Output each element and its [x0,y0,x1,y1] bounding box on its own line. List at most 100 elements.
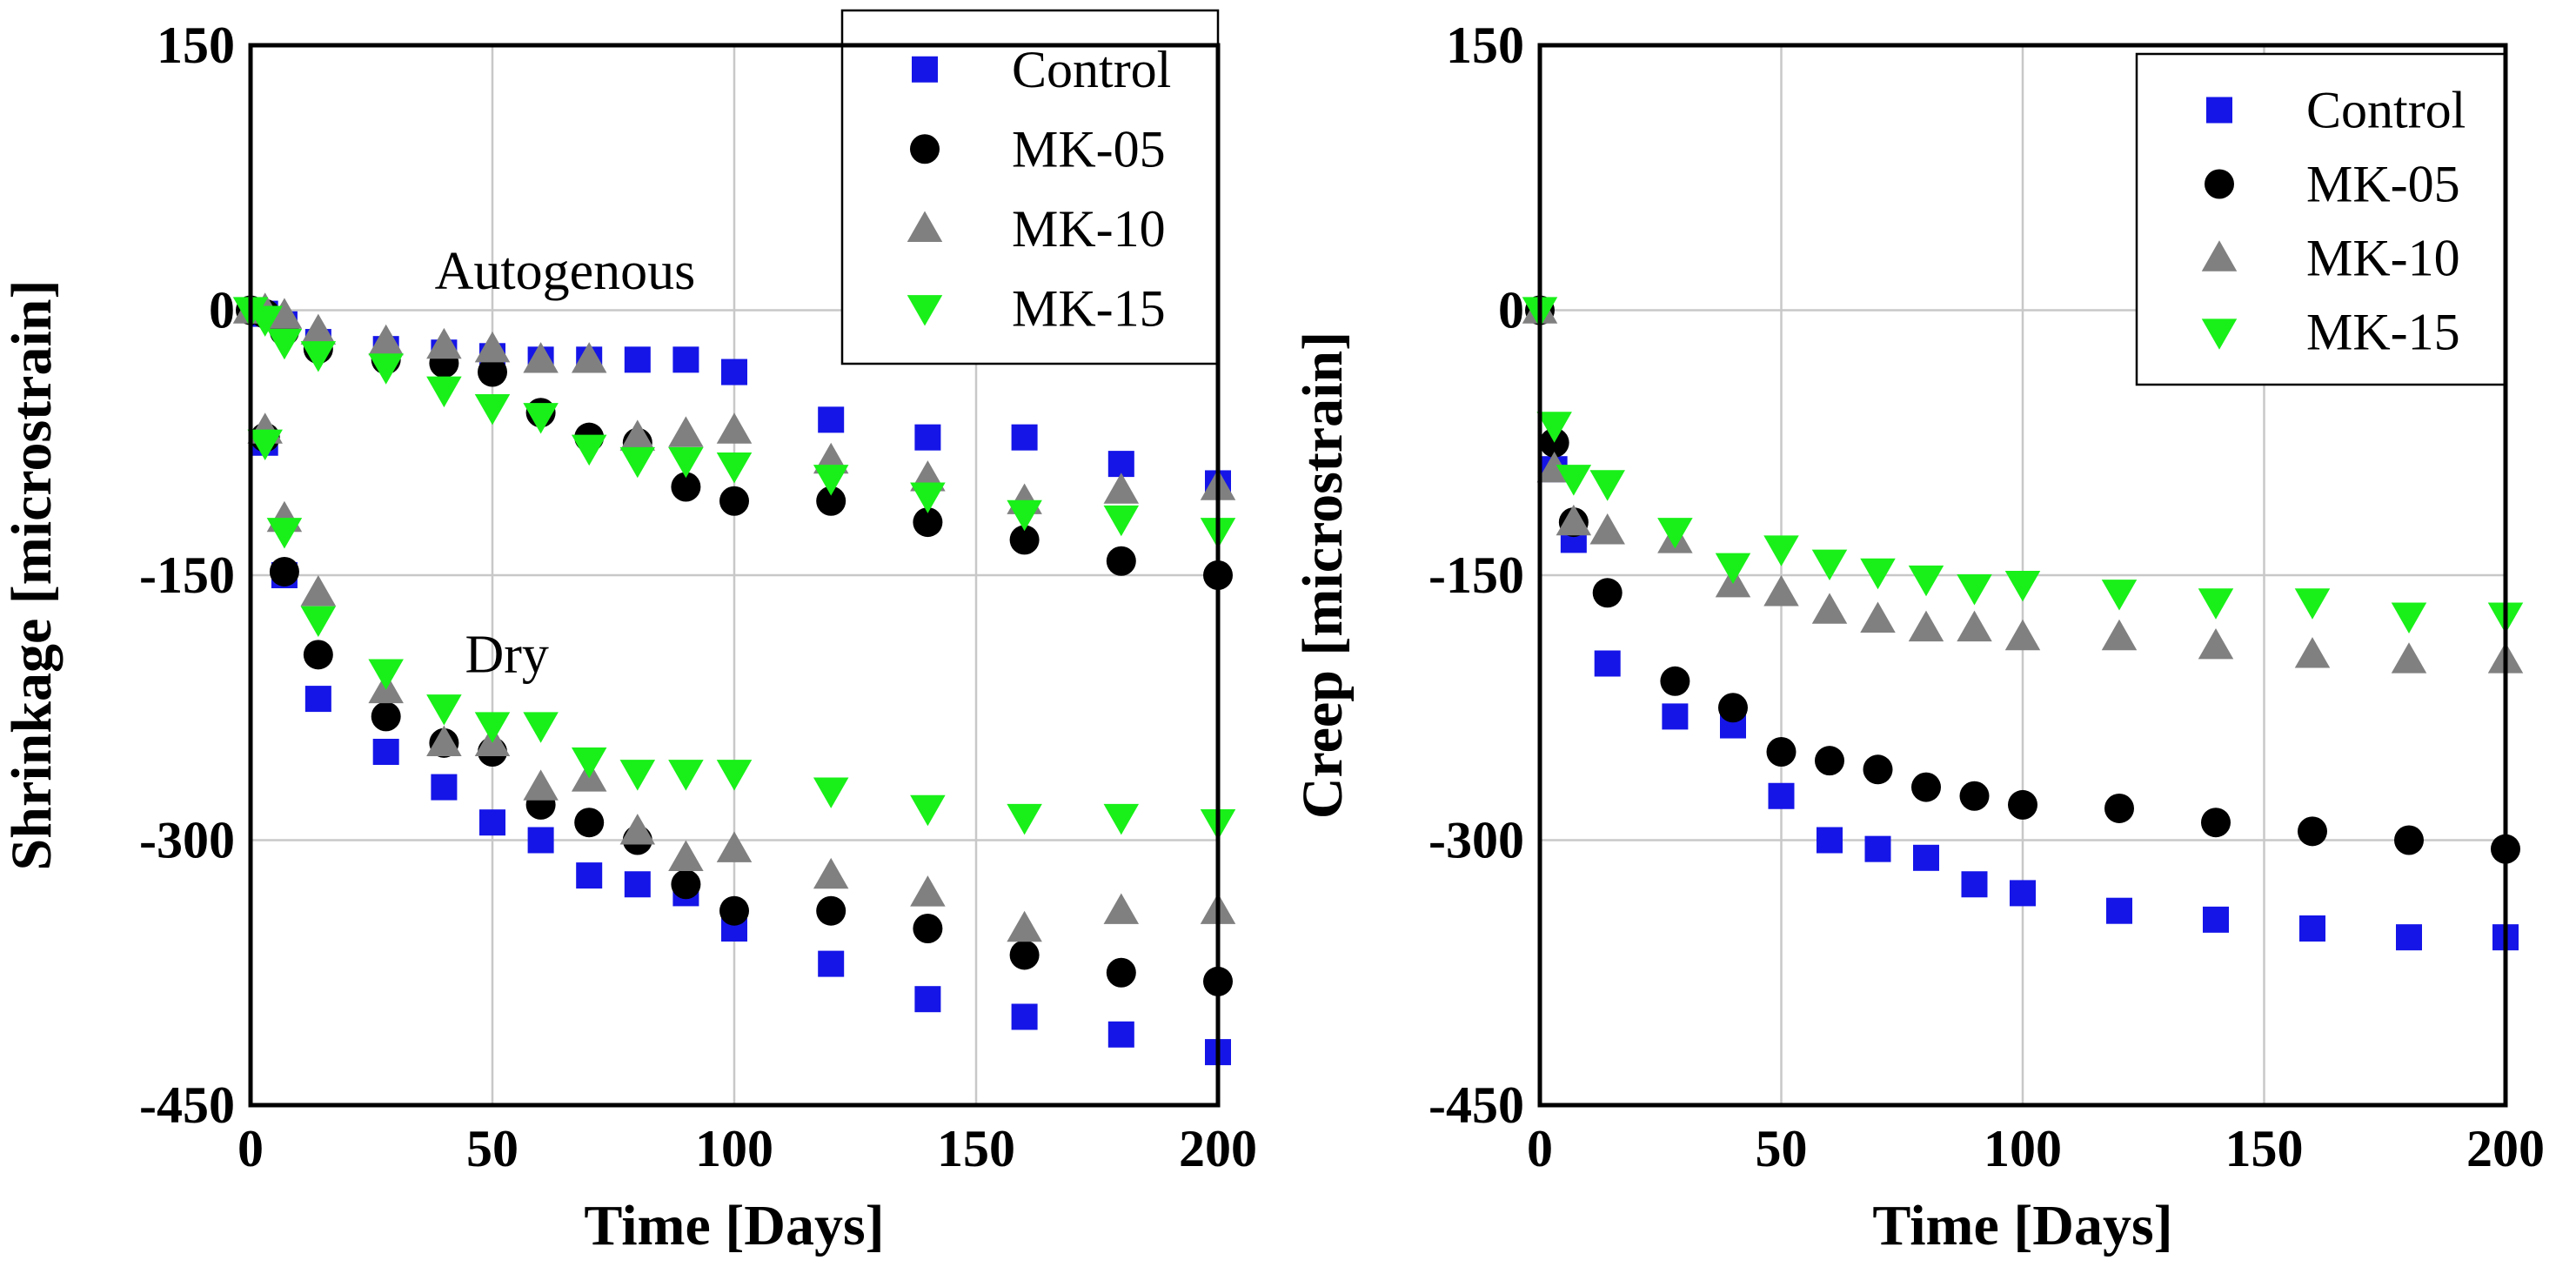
x-tick-label: 50 [1756,1120,1808,1177]
data-point-control-autogenous [1011,424,1038,451]
data-points [232,292,1236,1066]
data-point-mk-10-dry [619,814,656,845]
data-point-mk-10 [1908,610,1944,642]
data-point-control [2396,924,2422,951]
data-point-mk-05-dry [816,895,846,926]
y-tick-label: 0 [1498,282,1524,339]
data-point-control-autogenous [624,346,651,373]
data-point-mk-15-dry [368,659,404,690]
data-point-mk-05-autogenous [1009,525,1040,555]
data-point-control-dry [576,862,603,889]
data-point-mk-05-autogenous [913,507,943,538]
data-point-mk-10-dry [668,840,704,871]
data-point-mk-15-autogenous [813,465,849,496]
data-point-control-dry [372,739,399,765]
data-point-mk-10-autogenous [668,416,704,447]
data-point-mk-15-autogenous [266,328,303,360]
data-point-mk-05 [1863,754,1893,785]
data-point-control [1594,650,1621,677]
y-axis-title: Shrinkage [microstrain] [0,280,64,871]
data-point-mk-05-dry [303,640,333,670]
data-point-mk-10-autogenous [474,331,511,363]
data-point-mk-15-dry [266,518,303,549]
data-point-mk-15-dry [523,712,559,743]
data-point-control-dry [1011,1003,1038,1030]
x-tick-label: 100 [695,1120,773,1177]
legend-marker-mk-10 [907,211,943,242]
data-point-mk-05 [2394,825,2424,855]
data-point-mk-15-autogenous [571,434,607,466]
data-point-mk-10 [2004,619,2041,651]
data-point-mk-05 [1592,578,1623,608]
data-point-control-dry [479,809,505,836]
x-tick-label: 0 [238,1120,264,1177]
legend-marker-mk-05 [2205,169,2234,199]
shrinkage-chart: 0 50 100 150 200 150 0 -150 -300 -450 Time [Days] S… [0,9,1257,1257]
data-point-mk-15 [1860,558,1896,590]
data-point-mk-15-dry [247,429,283,460]
legend-label-mk-15: MK-15 [1012,279,1166,337]
data-point-mk-05-dry [671,869,701,900]
data-point-control-dry [1107,1021,1134,1048]
data-point-mk-10-dry [910,875,946,907]
data-point-mk-10 [2198,627,2234,660]
data-point-control-autogenous [672,346,699,373]
data-point-mk-15-autogenous [368,353,404,385]
data-point-control-autogenous [818,406,845,433]
data-point-control [2299,915,2325,942]
x-tick-label: 50 [466,1120,519,1177]
y-tick-label: 150 [157,17,235,74]
annotation-autogenous: Autogenous [435,242,696,301]
data-point-control-autogenous [1107,451,1134,478]
legend-marker-control [912,56,938,83]
data-point-mk-10 [1860,601,1896,633]
data-point-control-dry [914,986,941,1013]
x-tick-label: 150 [2225,1120,2304,1177]
data-point-control [1864,835,1891,862]
data-point-control [2106,897,2132,924]
legend-marker-mk-15 [2201,318,2238,350]
legend-box [840,9,1220,365]
data-point-mk-05-autogenous [719,486,749,516]
data-point-mk-15-dry [571,747,607,779]
data-point-mk-15 [2198,588,2234,620]
data-point-mk-15 [1715,553,1751,585]
data-point-mk-15 [1811,549,1848,581]
data-point-mk-15-dry [619,760,656,791]
data-point-mk-10-autogenous [368,324,404,356]
data-point-mk-10 [2391,642,2427,674]
data-point-mk-15-autogenous [247,305,283,337]
data-point-mk-05-autogenous [671,472,701,502]
y-tick-label: -450 [139,1076,235,1134]
data-point-mk-05-dry [719,895,749,926]
data-point-mk-15 [2101,580,2138,611]
data-point-mk-10-dry [426,725,462,757]
x-tick-label: 200 [1179,1120,1257,1177]
data-point-mk-05 [1815,746,1844,776]
data-point-mk-15 [1763,535,1799,566]
data-point-mk-10-autogenous [1103,473,1140,504]
data-point-mk-10-autogenous [266,298,303,329]
data-point-mk-15-autogenous [619,446,656,479]
y-tick-label: -300 [139,812,235,869]
x-tick-label: 150 [937,1120,1015,1177]
data-point-mk-05-autogenous [1106,546,1136,576]
data-point-mk-15 [1589,470,1625,501]
data-point-control-dry [527,827,554,854]
legend-label-mk-10: MK-10 [1012,200,1166,258]
y-tick-label: -300 [1429,812,1524,869]
data-point-control [1662,703,1689,730]
data-point-control [1768,782,1795,809]
data-point-control [1817,827,1843,854]
plot-frame [1537,43,2508,1108]
y-tick-label: -150 [139,546,235,604]
data-point-mk-10-autogenous [426,327,462,359]
data-point-mk-05-dry [574,808,605,838]
data-point-mk-15-dry [300,606,337,637]
x-tick-label: 100 [1984,1120,2062,1177]
data-point-mk-05 [1539,427,1569,458]
data-point-mk-05-autogenous [816,486,846,516]
data-point-mk-10 [1556,504,1592,536]
data-point-mk-15-dry [910,794,946,827]
